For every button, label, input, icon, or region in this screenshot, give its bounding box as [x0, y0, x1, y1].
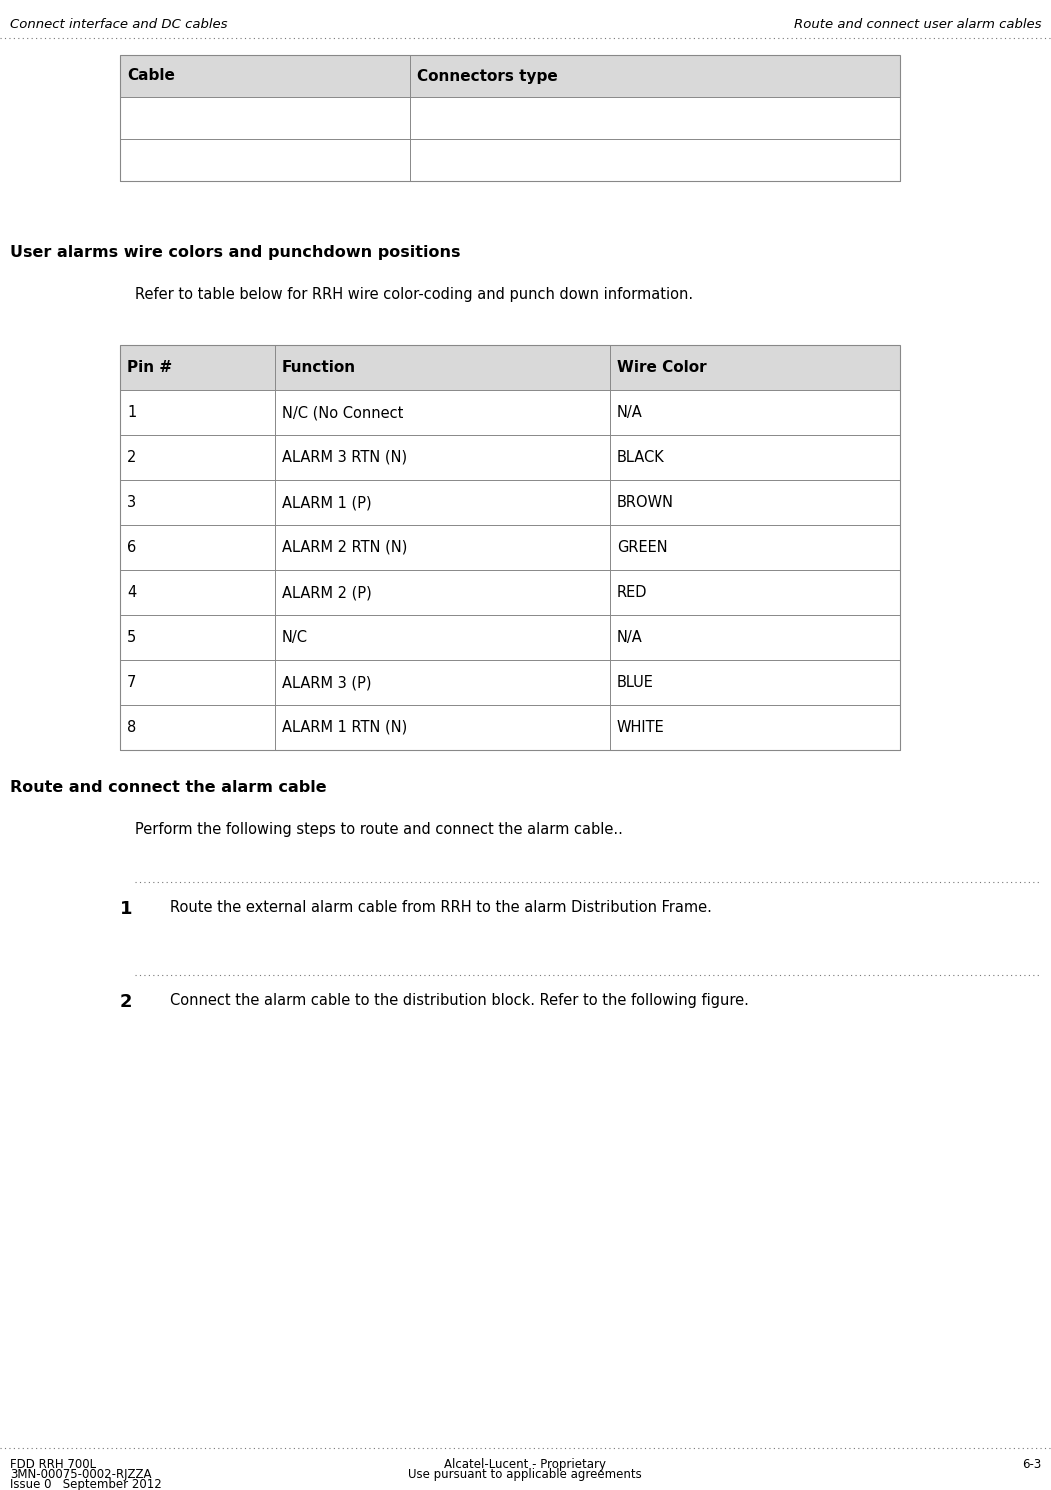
Text: ALARM 1 (P): ALARM 1 (P) — [282, 495, 372, 510]
Text: Route the external alarm cable from RRH to the alarm Distribution Frame.: Route the external alarm cable from RRH … — [170, 900, 712, 915]
Text: Perform the following steps to route and connect the alarm cable..: Perform the following steps to route and… — [135, 822, 623, 837]
Text: 4: 4 — [127, 586, 137, 600]
Text: Route and connect user alarm cables: Route and connect user alarm cables — [794, 18, 1040, 31]
Text: Connect interface and DC cables: Connect interface and DC cables — [11, 18, 227, 31]
Text: 5: 5 — [127, 630, 137, 645]
Text: N/A: N/A — [617, 405, 643, 420]
Bar — [120, 55, 900, 97]
Text: 2: 2 — [120, 992, 132, 1012]
Text: BLUE: BLUE — [617, 675, 654, 690]
Text: RED: RED — [617, 586, 647, 600]
Text: Issue 0   September 2012: Issue 0 September 2012 — [11, 1478, 162, 1490]
Text: ALARM 2 RTN (N): ALARM 2 RTN (N) — [282, 539, 408, 554]
Text: 8: 8 — [127, 720, 137, 735]
Text: 2: 2 — [127, 450, 137, 465]
Text: 6: 6 — [127, 539, 137, 554]
Text: ALARM 2 (P): ALARM 2 (P) — [282, 586, 372, 600]
Text: N/C (No Connect: N/C (No Connect — [282, 405, 404, 420]
Text: Wire Color: Wire Color — [617, 361, 706, 375]
Text: ALARM 3 (P): ALARM 3 (P) — [282, 675, 371, 690]
Text: N/C: N/C — [282, 630, 308, 645]
Text: BROWN: BROWN — [617, 495, 674, 510]
Bar — [120, 346, 900, 749]
Text: WHITE: WHITE — [617, 720, 664, 735]
Text: Use pursuant to applicable agreements: Use pursuant to applicable agreements — [408, 1468, 642, 1481]
Bar — [120, 346, 900, 390]
Text: Route and connect the alarm cable: Route and connect the alarm cable — [11, 779, 327, 796]
Text: Connect the alarm cable to the distribution block. Refer to the following figure: Connect the alarm cable to the distribut… — [170, 992, 749, 1009]
Text: N/A: N/A — [617, 630, 643, 645]
Text: Connectors type: Connectors type — [417, 69, 558, 83]
Text: FDD RRH 700L: FDD RRH 700L — [11, 1459, 96, 1471]
Text: 1: 1 — [127, 405, 137, 420]
Text: GREEN: GREEN — [617, 539, 667, 554]
Text: Refer to table below for RRH wire color-coding and punch down information.: Refer to table below for RRH wire color-… — [135, 288, 693, 302]
Text: Alcatel-Lucent - Proprietary: Alcatel-Lucent - Proprietary — [444, 1459, 606, 1471]
Text: ALARM 1 RTN (N): ALARM 1 RTN (N) — [282, 720, 407, 735]
Text: Function: Function — [282, 361, 356, 375]
Text: Pin #: Pin # — [127, 361, 172, 375]
Text: ALARM 3 RTN (N): ALARM 3 RTN (N) — [282, 450, 407, 465]
Text: User alarms wire colors and punchdown positions: User alarms wire colors and punchdown po… — [11, 244, 460, 259]
Text: Cable: Cable — [127, 69, 174, 83]
Text: BLACK: BLACK — [617, 450, 664, 465]
Text: 3MN-00075-0002-RJZZA: 3MN-00075-0002-RJZZA — [11, 1468, 151, 1481]
Text: 6-3: 6-3 — [1022, 1459, 1040, 1471]
Text: 1: 1 — [120, 900, 132, 918]
Text: 7: 7 — [127, 675, 137, 690]
Bar — [120, 55, 900, 180]
Text: 3: 3 — [127, 495, 137, 510]
